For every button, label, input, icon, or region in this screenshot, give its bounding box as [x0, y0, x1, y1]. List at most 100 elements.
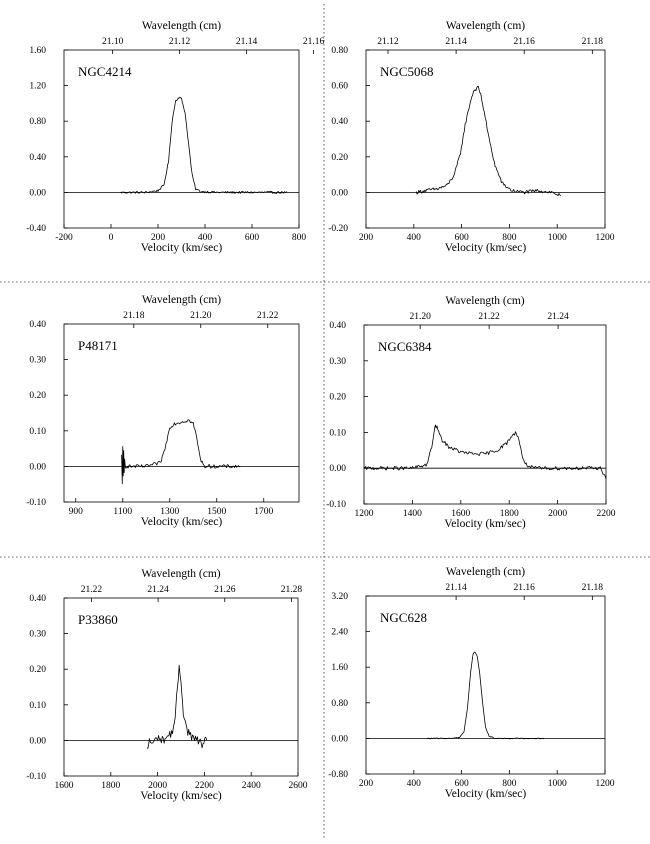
x-tick-label: 800	[502, 233, 517, 243]
top-tick-label: 21.14	[445, 37, 467, 47]
top-tick-label: 21.18	[582, 583, 604, 593]
x-axis-title: Velocity (km/sec)	[141, 516, 223, 528]
x-tick-label: 1200	[596, 779, 615, 789]
x-axis-title: Velocity (km/sec)	[445, 242, 527, 254]
y-tick-label: 0.00	[29, 188, 46, 198]
y-tick-label: -0.80	[328, 770, 348, 780]
top-axis-title: Wavelength (cm)	[446, 20, 525, 32]
top-tick-label: 21.14	[236, 37, 258, 47]
x-tick-label: 1100	[113, 507, 132, 517]
x-tick-label: 900	[69, 507, 84, 517]
top-axis-title: Wavelength (cm)	[142, 20, 221, 32]
top-axis-title: Wavelength (cm)	[446, 566, 525, 578]
y-tick-label: 0.80	[331, 699, 348, 709]
x-tick-label: 1600	[451, 509, 470, 519]
x-tick-label: 1200	[355, 509, 374, 519]
top-tick-label: 21.24	[147, 585, 169, 595]
spectrum-line	[121, 419, 241, 485]
y-tick-label: 0.00	[331, 188, 348, 198]
x-tick-label: 600	[454, 779, 469, 789]
x-tick-label: 200	[359, 233, 374, 243]
galaxy-label: P48171	[78, 338, 118, 353]
top-axis-title: Wavelength (cm)	[142, 294, 221, 306]
spectrum-line	[146, 664, 208, 749]
top-tick-label: 21.22	[81, 585, 103, 595]
top-tick-label: 21.18	[582, 37, 604, 47]
y-tick-label: 0.40	[29, 320, 46, 330]
y-tick-label: 0.40	[29, 594, 46, 604]
spectrum-panel-p33860: 1600 1800 2000 2200 2400 2600 -0.10 0.00 0.10 0.2…	[26, 568, 308, 802]
x-tick-label: 2000	[548, 509, 567, 519]
y-tick-label: -0.10	[326, 500, 346, 510]
y-tick-label: 0.20	[329, 393, 346, 403]
top-tick-label: 21.14	[445, 583, 467, 593]
spectrum-line	[120, 96, 288, 194]
x-tick-label: 2200	[597, 509, 616, 519]
galaxy-label: NGC6384	[378, 339, 432, 354]
top-tick-label: 21.28	[281, 585, 303, 595]
y-tick-label: 1.60	[29, 46, 46, 56]
x-tick-label: 1300	[160, 507, 179, 517]
spectrum-panel-ngc5068: 200 400 600 800 1000 1200 -0.20 0.00 0.20 0.40 0.6…	[328, 20, 615, 254]
x-tick-label: 2000	[148, 781, 167, 791]
top-axis-title: Wavelength (cm)	[445, 295, 524, 307]
x-axis-title: Velocity (km/sec)	[444, 518, 526, 530]
y-tick-label: 0.80	[331, 46, 348, 56]
y-tick-label: 0.30	[29, 356, 46, 366]
x-tick-label: 2200	[195, 781, 214, 791]
x-tick-label: 200	[359, 779, 374, 789]
spectrum-panel-ngc628: 200 400 600 800 1000 1200 -0.80 0.00 0.80 1.60 2.4…	[328, 566, 615, 800]
plot-frame	[363, 324, 607, 505]
top-tick-label: 21.22	[478, 312, 500, 322]
top-tick-label: 21.26	[214, 585, 236, 595]
galaxy-label: NGC4214	[78, 64, 132, 79]
y-tick-label: -0.20	[328, 224, 348, 234]
y-tick-label: 0.10	[29, 701, 46, 711]
x-tick-label: 400	[407, 779, 422, 789]
spectrum-panel-p48171: 900 1100 1300 1500 1700 -0.10 0.00 0.10 0.20 0.30…	[26, 294, 300, 528]
top-tick-label: 21.16	[514, 583, 536, 593]
top-tick-label: 21.16	[514, 37, 536, 47]
x-tick-label: 1800	[101, 781, 120, 791]
x-tick-label: 800	[292, 233, 307, 243]
spectrum-panel-ngc4214: -200 0 200 400 600 800 -0.40 0.00 0.40 0.80 1.20 1.…	[26, 20, 324, 254]
x-tick-label: 2400	[242, 781, 261, 791]
top-tick-label: 21.22	[257, 311, 279, 321]
plot-frame	[63, 49, 300, 229]
x-tick-label: 1400	[403, 509, 422, 519]
x-tick-label: 1600	[55, 781, 74, 791]
plot-frame	[365, 49, 606, 229]
y-tick-label: -0.10	[26, 772, 46, 782]
x-tick-label: 600	[245, 233, 260, 243]
galaxy-label: NGC628	[380, 610, 427, 625]
x-axis-title: Velocity (km/sec)	[140, 790, 222, 802]
x-tick-label: 0	[109, 233, 114, 243]
y-tick-label: 0.20	[29, 665, 46, 675]
top-tick-label: 21.12	[377, 37, 399, 47]
top-tick-label: 21.20	[190, 311, 212, 321]
y-tick-label: 0.40	[29, 153, 46, 163]
y-tick-label: 0.20	[331, 153, 348, 163]
x-tick-label: 1000	[548, 779, 567, 789]
x-axis-title: Velocity (km/sec)	[141, 242, 223, 254]
y-tick-label: 0.40	[331, 117, 348, 127]
spectrum-line	[426, 651, 545, 740]
x-tick-label: 1800	[500, 509, 519, 519]
x-tick-label: 1200	[596, 233, 615, 243]
y-tick-label: 2.40	[331, 628, 348, 638]
plot-frame	[63, 597, 299, 777]
x-tick-label: 400	[198, 233, 213, 243]
y-tick-label: 0.00	[329, 464, 346, 474]
y-tick-label: 0.00	[331, 734, 348, 744]
top-tick-label: 21.10	[102, 37, 124, 47]
y-tick-label: -0.40	[26, 224, 46, 234]
y-tick-label: 0.60	[331, 82, 348, 92]
y-tick-label: 0.30	[29, 630, 46, 640]
top-tick-label: 21.12	[169, 37, 191, 47]
y-tick-label: 1.60	[331, 663, 348, 673]
y-tick-label: -0.10	[26, 498, 46, 508]
y-tick-label: 3.20	[331, 592, 348, 602]
x-tick-label: 2600	[289, 781, 308, 791]
x-axis-title: Velocity (km/sec)	[445, 788, 527, 800]
